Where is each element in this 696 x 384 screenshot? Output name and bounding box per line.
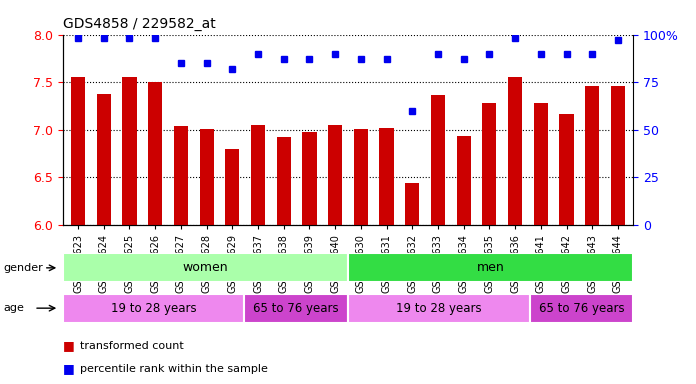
Bar [276,137,291,225]
Bar [560,114,574,225]
Bar [122,77,136,225]
Bar [71,77,85,225]
Text: 19 to 28 years: 19 to 28 years [396,302,482,314]
Bar [611,86,625,225]
Text: GDS4858 / 229582_at: GDS4858 / 229582_at [63,17,215,31]
Bar [354,129,368,225]
Bar [251,125,265,225]
Bar [244,294,348,323]
Text: gender: gender [3,263,43,273]
Text: 65 to 76 years: 65 to 76 years [253,302,339,314]
Bar [302,132,317,225]
Bar [174,126,188,225]
Text: 19 to 28 years: 19 to 28 years [111,302,196,314]
Bar [379,128,394,225]
Bar [348,294,530,323]
Bar [431,95,445,225]
Bar [328,125,342,225]
Text: men: men [477,262,505,274]
Text: 65 to 76 years: 65 to 76 years [539,302,624,314]
Text: percentile rank within the sample: percentile rank within the sample [80,364,268,374]
Bar [200,129,214,225]
Bar [482,103,496,225]
Bar [148,82,162,225]
Bar [405,183,419,225]
Bar [348,253,633,282]
Text: ■: ■ [63,339,74,352]
Bar [585,86,599,225]
Bar [508,77,522,225]
Text: age: age [3,303,24,313]
Bar [63,253,348,282]
Bar [226,149,239,225]
Text: ■: ■ [63,362,74,375]
Text: transformed count: transformed count [80,341,184,351]
Text: women: women [182,262,228,274]
Bar [63,294,244,323]
Bar [457,136,470,225]
Bar [97,94,111,225]
Bar [530,294,633,323]
Bar [534,103,548,225]
